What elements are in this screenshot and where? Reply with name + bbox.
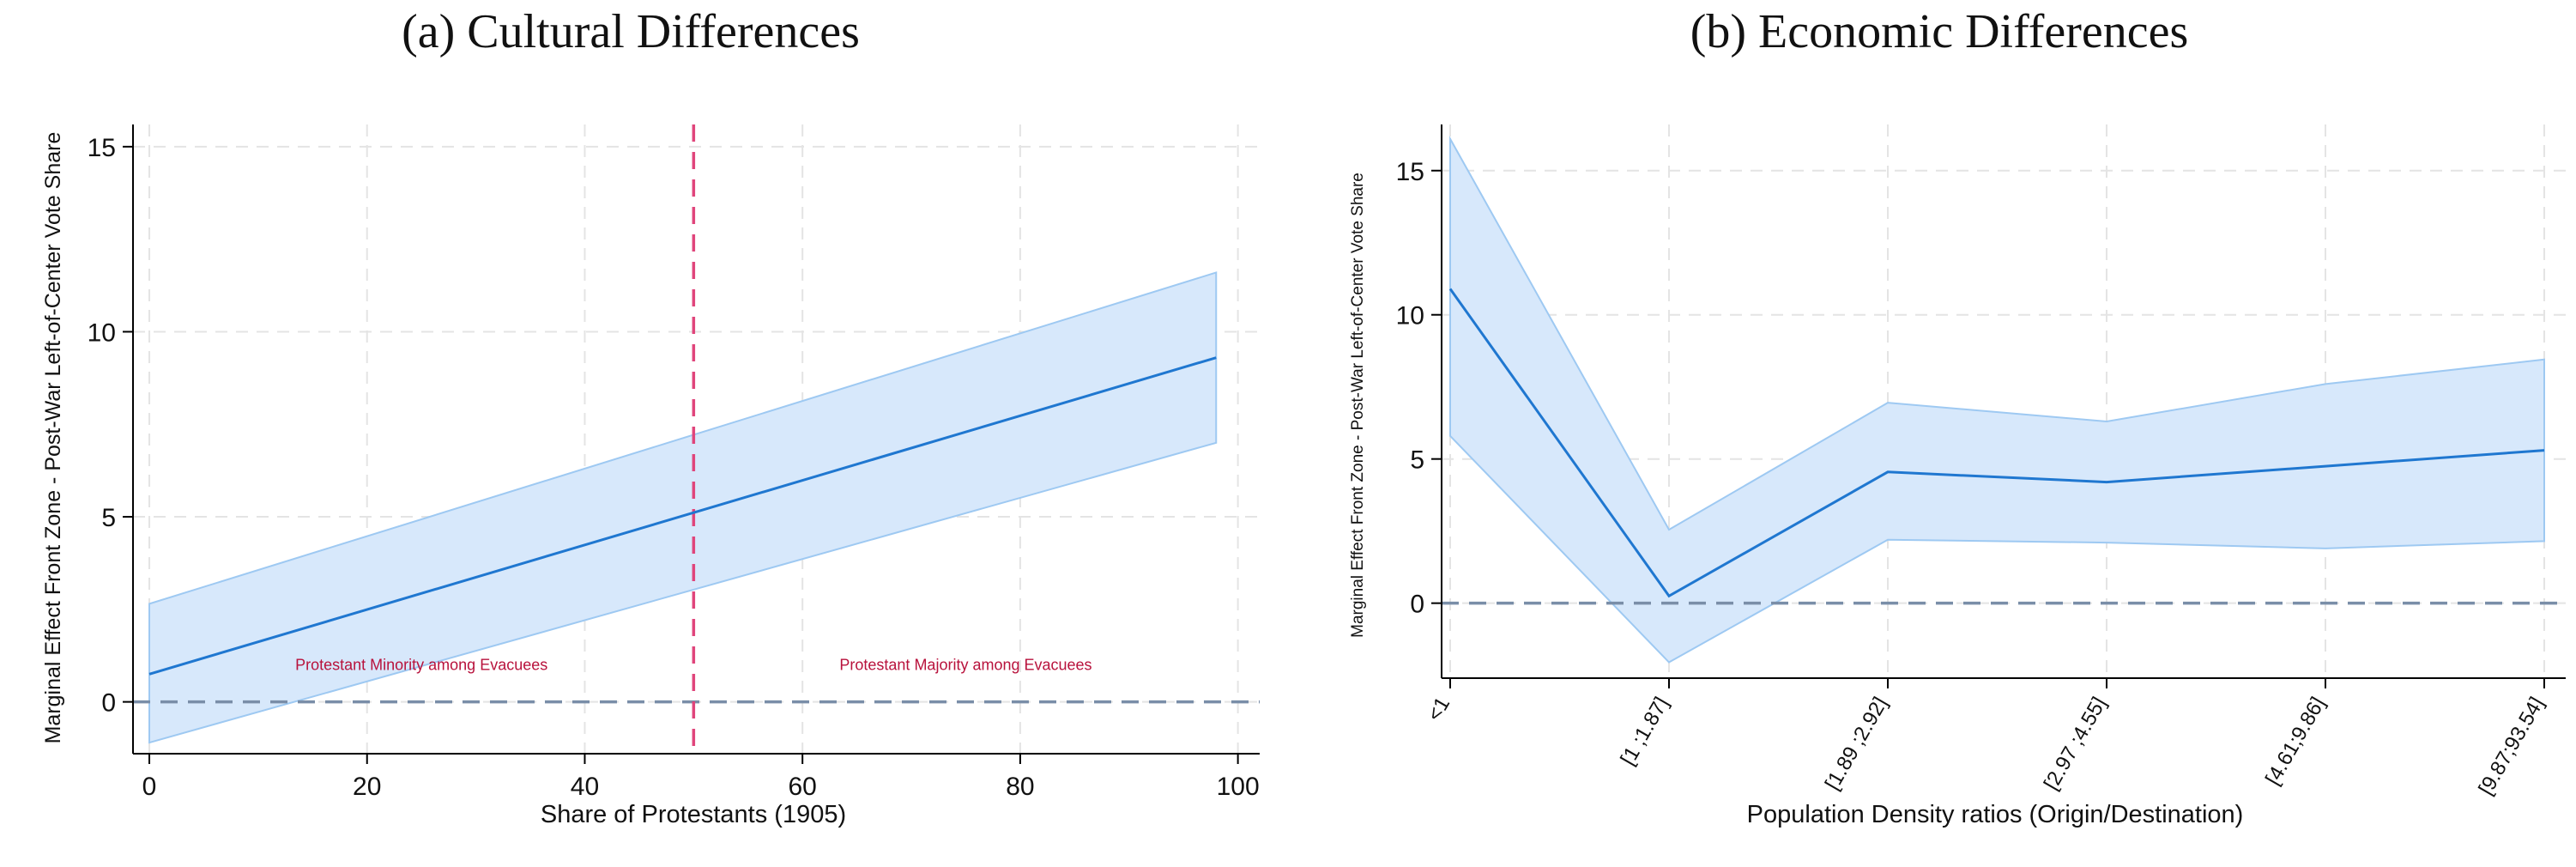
chart-a-estimate <box>148 356 1217 676</box>
chart-b-x-tick-label-1: [1 ;1.87] <box>1616 694 1673 770</box>
chart-b-ci-band <box>1449 135 2545 664</box>
chart-b-x-tick-label-2: [1.89 ;2.92] <box>1821 694 1892 795</box>
chart-a-x-tick-label-0: 0 <box>142 773 157 801</box>
chart-a-estimate-line <box>148 356 1217 676</box>
chart-b-x-axis-label: Population Density ratios (Origin/Destin… <box>1747 801 2244 828</box>
chart-a-x-tick-label-1: 20 <box>353 773 381 801</box>
chart-a-axes <box>132 124 1260 755</box>
chart-b-y-tick-label-2: 10 <box>1396 302 1424 330</box>
chart-b-y-tick-label-3: 15 <box>1396 158 1424 186</box>
chart-b-x-tick-label-5: [9.87;93.54] <box>2474 694 2549 799</box>
chart-b-axes <box>1441 124 2566 679</box>
chart-b-x-ticks: <1 [1 ;1.87] [1.89 ;2.92] [2.97 ;4.55] [4.61… <box>1423 678 2549 799</box>
chart-a-x-tick-label-2: 40 <box>571 773 599 801</box>
chart-a-x-tick-label-5: 100 <box>1217 773 1260 801</box>
chart-a-annotation-1: Protestant Majority among Evacuees <box>839 657 1091 674</box>
chart-b-estimate-line <box>1448 288 2545 598</box>
chart-a-x-ticks: 0 20 40 60 80 100 <box>142 754 1260 801</box>
chart-a-y-axis-label: Marginal Effect Front Zone - Post-War Le… <box>41 132 65 744</box>
chart-b-y-tick-label-1: 5 <box>1410 446 1424 475</box>
chart-a-ci-band <box>148 271 1218 744</box>
chart-b-y-ticks: 0 5 10 15 <box>1396 158 1442 619</box>
chart-b-title: (b) Economic Differences <box>1690 5 2188 58</box>
chart-b-x-tick-label-3: [2.97 ;4.55] <box>2040 694 2111 795</box>
chart-a-reference-lines <box>133 124 1260 754</box>
chart-b-x-tick-label-0: <1 <box>1423 694 1454 725</box>
chart-b-x-tick-label-4: [4.61;9.86] <box>2261 694 2330 790</box>
chart-a-title: (a) Cultural Differences <box>402 5 860 58</box>
chart-a-confidence-band <box>148 271 1218 744</box>
chart-a-x-axis-label: Share of Protestants (1905) <box>541 801 846 828</box>
chart-a-x-tick-label-4: 80 <box>1006 773 1034 801</box>
chart-a-y-tick-label-2: 10 <box>88 318 116 347</box>
chart-b-confidence-band <box>1449 135 2545 664</box>
chart-a-y-ticks: 0 5 10 15 <box>88 134 133 718</box>
chart-a-y-tick-label-1: 5 <box>101 504 116 532</box>
chart-b-y-axis-label: Marginal Effect Front Zone - Post-War Le… <box>1349 173 1367 638</box>
chart-a-annotations: Protestant Minority among Evacuees Protes… <box>295 657 1091 674</box>
chart-a-x-tick-label-3: 60 <box>789 773 817 801</box>
chart-b-estimate <box>1448 288 2545 598</box>
chart-a-y-tick-label-3: 15 <box>88 134 116 162</box>
chart-a-y-tick-label-0: 0 <box>101 689 116 718</box>
chart-b-y-tick-label-0: 0 <box>1410 591 1424 619</box>
chart-a-annotation-0: Protestant Minority among Evacuees <box>295 657 547 674</box>
